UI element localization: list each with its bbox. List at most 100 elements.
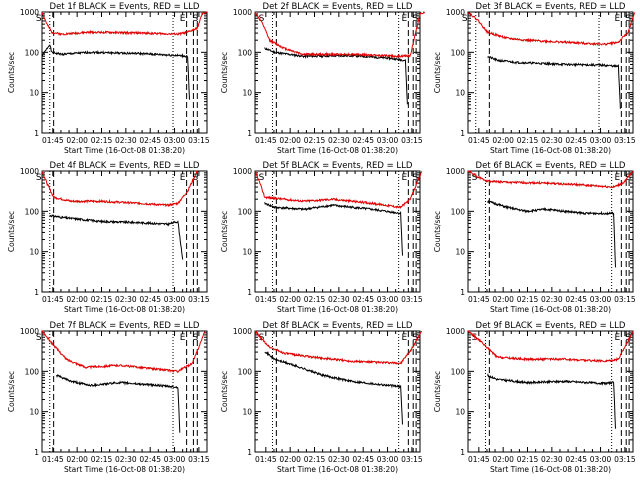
x-tick-label: 02:30 bbox=[328, 136, 350, 145]
series-lld-line bbox=[42, 330, 206, 374]
marker-s-right: S bbox=[193, 333, 199, 343]
panel-title: Det 5f BLACK = Events, RED = LLD bbox=[263, 161, 413, 171]
y-tick-label: 1000 bbox=[446, 8, 465, 17]
panel-title: Det 8f BLACK = Events, RED = LLD bbox=[263, 321, 413, 331]
series-lld-line bbox=[467, 12, 636, 47]
marker-e: E bbox=[402, 173, 408, 183]
x-tick-label: 02:15 bbox=[91, 295, 113, 304]
x-tick-label: 02:30 bbox=[115, 295, 137, 304]
series-events-line bbox=[487, 199, 616, 268]
y-axis-label: Counts/sec bbox=[220, 52, 229, 93]
x-tick-label: 02:15 bbox=[91, 455, 113, 464]
y-axis-label: Counts/sec bbox=[433, 371, 442, 412]
x-tick-label: 02:45 bbox=[352, 136, 374, 145]
y-tick-label: 10 bbox=[29, 408, 39, 417]
x-tick-label: 03:00 bbox=[377, 136, 399, 145]
y-axis-label: Counts/sec bbox=[220, 371, 229, 412]
x-tick-label: 01:45 bbox=[255, 455, 277, 464]
marker-e: E bbox=[180, 14, 186, 24]
panel-det-1f: Det 1f BLACK = Events, RED = LLD 1 10 100 10… bbox=[7, 2, 210, 155]
marker-e: E bbox=[180, 333, 186, 343]
x-tick-label: 02:45 bbox=[565, 455, 587, 464]
x-tick-label: 01:45 bbox=[42, 136, 64, 145]
y-axis-label: Counts/sec bbox=[7, 211, 16, 252]
y-tick-label: 1000 bbox=[446, 167, 465, 176]
panel-title: Det 4f BLACK = Events, RED = LLD bbox=[50, 161, 200, 171]
x-tick-label: 03:00 bbox=[164, 295, 186, 304]
x-tick-label: 03:00 bbox=[164, 455, 186, 464]
series-events-line bbox=[264, 351, 403, 425]
x-axis-label: Start Time (16-Oct-08 01:38:20) bbox=[277, 146, 398, 155]
y-tick-label: 10 bbox=[29, 89, 39, 98]
series-lld-line bbox=[467, 330, 634, 364]
y-tick-label: 1000 bbox=[233, 8, 252, 17]
y-tick-label: 100 bbox=[25, 207, 40, 216]
y-tick-label: 100 bbox=[238, 367, 253, 376]
x-tick-label: 03:00 bbox=[377, 455, 399, 464]
y-tick-label: 1000 bbox=[233, 167, 252, 176]
y-axis-label: Counts/sec bbox=[433, 52, 442, 93]
y-tick-label: 1 bbox=[247, 288, 252, 297]
series-lld-line bbox=[41, 11, 208, 37]
y-axis-label: Counts/sec bbox=[7, 52, 16, 93]
y-tick-label: 100 bbox=[451, 48, 466, 57]
x-tick-label: 02:45 bbox=[565, 295, 587, 304]
y-axis-label: Counts/sec bbox=[220, 211, 229, 252]
plot-frame bbox=[467, 330, 634, 453]
x-tick-label: 02:00 bbox=[492, 136, 514, 145]
x-tick-label: 02:15 bbox=[304, 455, 326, 464]
y-tick-label: 1 bbox=[460, 448, 465, 457]
series-lld-line bbox=[255, 330, 422, 365]
y-tick-label: 100 bbox=[25, 367, 40, 376]
x-tick-label: 02:00 bbox=[66, 455, 88, 464]
series-events-line bbox=[264, 202, 403, 256]
x-tick-label: 01:45 bbox=[255, 136, 277, 145]
x-tick-label: 01:45 bbox=[42, 455, 64, 464]
series-lld-line bbox=[41, 170, 198, 207]
x-tick-label: 02:15 bbox=[304, 136, 326, 145]
marker-s-left: S bbox=[36, 173, 42, 183]
plot-frame bbox=[41, 330, 208, 453]
x-axis-label: Start Time (16-Oct-08 01:38:20) bbox=[490, 305, 611, 314]
x-tick-label: 02:45 bbox=[139, 455, 161, 464]
marker-s-right: S bbox=[625, 14, 631, 24]
x-tick-label: 02:15 bbox=[517, 136, 539, 145]
x-tick-label: 02:15 bbox=[304, 295, 326, 304]
x-tick-label: 02:30 bbox=[115, 136, 137, 145]
x-axis-label: Start Time (16-Oct-08 01:38:20) bbox=[64, 305, 185, 314]
series-events-line bbox=[49, 214, 184, 260]
x-tick-label: 01:45 bbox=[468, 295, 490, 304]
x-axis-label: Start Time (16-Oct-08 01:38:20) bbox=[64, 146, 185, 155]
y-tick-label: 1 bbox=[34, 448, 39, 457]
marker-e: E bbox=[615, 173, 621, 183]
marker-e: E bbox=[615, 14, 621, 24]
x-tick-label: 03:15 bbox=[401, 136, 423, 145]
panel-det-7f: Det 7f BLACK = Events, RED = LLD 1 10 100 10… bbox=[7, 321, 210, 474]
x-tick-label: 02:30 bbox=[328, 295, 350, 304]
panel-det-9f: Det 9f BLACK = Events, RED = LLD 1 10 100 10… bbox=[433, 321, 636, 474]
x-tick-label: 01:45 bbox=[42, 295, 64, 304]
y-tick-label: 1 bbox=[460, 288, 465, 297]
y-tick-label: 1000 bbox=[20, 167, 39, 176]
y-tick-label: 100 bbox=[451, 207, 466, 216]
series-lld-line bbox=[254, 11, 425, 59]
panel-det-5f: Det 5f BLACK = Events, RED = LLD 1 10 100 10… bbox=[220, 161, 423, 314]
y-tick-label: 100 bbox=[238, 48, 253, 57]
x-tick-label: 02:45 bbox=[139, 295, 161, 304]
y-tick-label: 100 bbox=[238, 207, 253, 216]
y-tick-label: 1 bbox=[34, 288, 39, 297]
x-axis-label: Start Time (16-Oct-08 01:38:20) bbox=[490, 146, 611, 155]
plot-frame bbox=[254, 330, 421, 453]
x-tick-label: 03:15 bbox=[614, 295, 636, 304]
panel-title: Det 7f BLACK = Events, RED = LLD bbox=[50, 321, 200, 331]
y-tick-label: 1 bbox=[247, 129, 252, 138]
x-tick-label: 02:00 bbox=[279, 136, 301, 145]
x-tick-label: 03:00 bbox=[590, 295, 612, 304]
x-tick-label: 02:15 bbox=[91, 136, 113, 145]
y-tick-label: 1000 bbox=[20, 327, 39, 336]
series-events-line bbox=[56, 373, 181, 433]
plot-frame bbox=[254, 170, 421, 293]
x-tick-label: 02:00 bbox=[492, 455, 514, 464]
x-axis-label: Start Time (16-Oct-08 01:38:20) bbox=[277, 465, 398, 474]
x-tick-label: 02:00 bbox=[66, 136, 88, 145]
